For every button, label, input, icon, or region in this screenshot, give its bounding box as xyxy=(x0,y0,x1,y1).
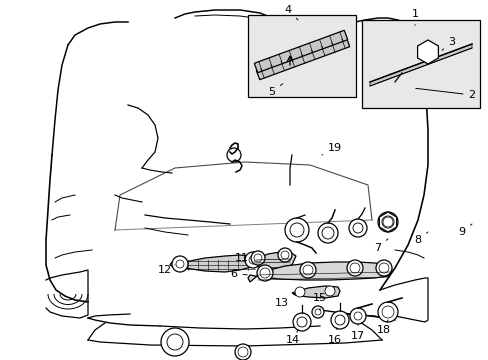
Polygon shape xyxy=(379,212,396,232)
Circle shape xyxy=(348,219,366,237)
Text: 19: 19 xyxy=(321,143,342,155)
Text: 2: 2 xyxy=(415,88,475,100)
FancyBboxPatch shape xyxy=(247,15,355,97)
Polygon shape xyxy=(170,255,258,272)
Circle shape xyxy=(299,262,315,278)
Text: 11: 11 xyxy=(235,253,254,263)
Circle shape xyxy=(377,212,397,232)
Text: 13: 13 xyxy=(274,293,294,308)
Text: 18: 18 xyxy=(376,320,390,335)
Circle shape xyxy=(294,287,305,297)
Circle shape xyxy=(278,248,291,262)
Text: 14: 14 xyxy=(285,330,300,345)
Circle shape xyxy=(317,223,337,243)
Circle shape xyxy=(285,218,308,242)
Circle shape xyxy=(424,49,430,55)
FancyBboxPatch shape xyxy=(361,20,479,108)
Text: 4: 4 xyxy=(284,5,297,20)
Circle shape xyxy=(311,306,324,318)
Text: 5: 5 xyxy=(268,84,282,97)
Polygon shape xyxy=(247,262,391,282)
Text: 15: 15 xyxy=(312,293,326,310)
Polygon shape xyxy=(256,37,349,80)
Circle shape xyxy=(161,328,189,356)
Text: 7: 7 xyxy=(374,239,387,253)
Circle shape xyxy=(244,252,261,268)
Text: 10: 10 xyxy=(0,359,1,360)
Circle shape xyxy=(257,265,272,281)
Polygon shape xyxy=(369,44,471,86)
Polygon shape xyxy=(291,286,339,298)
Circle shape xyxy=(292,313,310,331)
Circle shape xyxy=(235,344,250,360)
Polygon shape xyxy=(417,40,438,64)
Text: 1: 1 xyxy=(411,9,418,25)
Circle shape xyxy=(346,260,362,276)
Circle shape xyxy=(325,286,334,296)
Circle shape xyxy=(349,308,365,324)
Circle shape xyxy=(382,217,392,227)
Circle shape xyxy=(377,302,397,322)
Circle shape xyxy=(250,251,264,265)
Text: 12: 12 xyxy=(158,265,175,275)
Text: 8: 8 xyxy=(414,232,427,245)
Text: 17: 17 xyxy=(350,325,365,341)
Text: 16: 16 xyxy=(327,328,341,345)
Circle shape xyxy=(330,311,348,329)
Circle shape xyxy=(375,260,391,276)
Text: 3: 3 xyxy=(441,37,454,50)
Text: 9: 9 xyxy=(458,224,471,237)
Polygon shape xyxy=(247,252,295,268)
Text: 6: 6 xyxy=(230,269,247,279)
Polygon shape xyxy=(254,30,347,73)
Circle shape xyxy=(172,256,187,272)
Circle shape xyxy=(386,82,402,98)
